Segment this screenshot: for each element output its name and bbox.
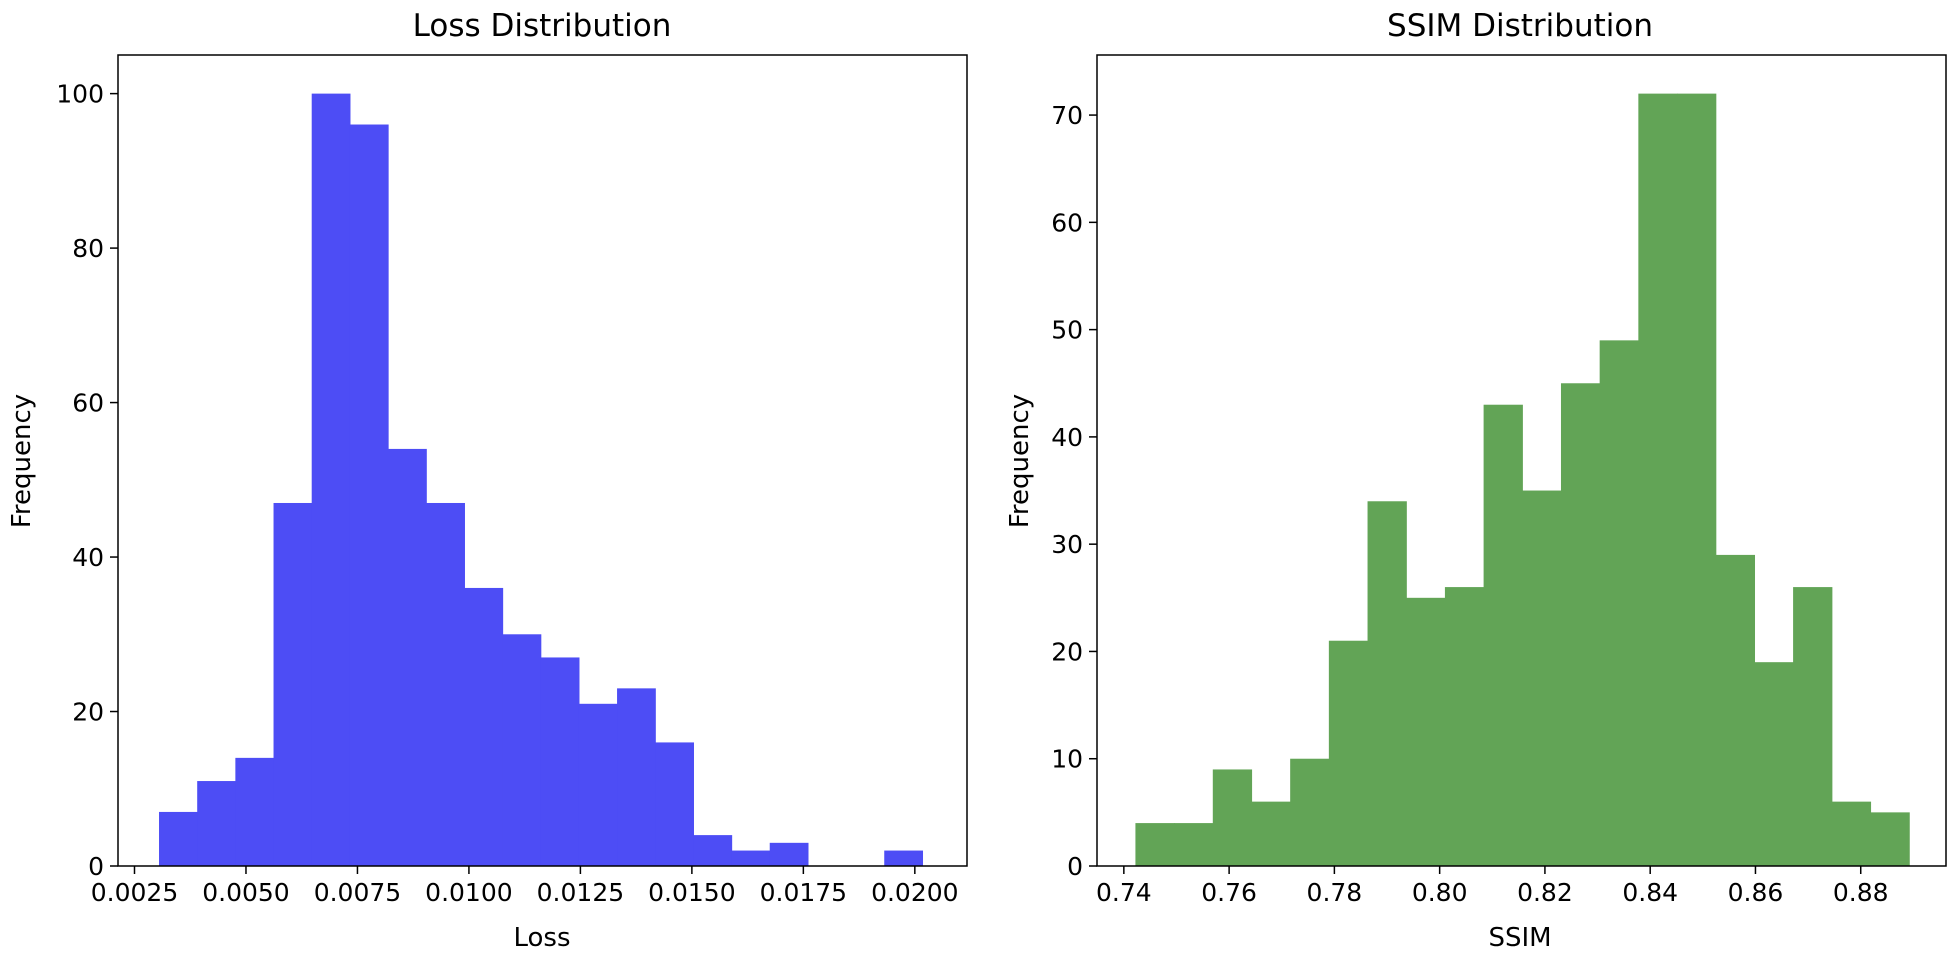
- y-axis-label: Frequency: [7, 394, 37, 528]
- y-tick-label: 0: [88, 852, 104, 881]
- histogram-bar: [1212, 769, 1253, 866]
- y-ticks: 0 10 20 30 40 50 60 70: [1051, 101, 1097, 881]
- histogram-bar: [464, 587, 504, 866]
- y-tick-label: 100: [56, 80, 104, 109]
- histogram-bar: [1715, 554, 1756, 866]
- histogram-bar: [769, 842, 809, 866]
- chart-title: Loss Distribution: [413, 8, 672, 44]
- histogram-bar: [1793, 587, 1833, 866]
- plot-frame: [117, 54, 968, 867]
- x-tick-label: 0.80: [1412, 878, 1468, 907]
- y-tick-label: 80: [72, 234, 104, 263]
- y-tick-label: 70: [1051, 101, 1083, 130]
- y-tick-label: 20: [72, 698, 104, 727]
- histogram-bar: [1522, 490, 1562, 866]
- y-tick-label: 50: [1051, 316, 1083, 345]
- histogram-bar: [655, 742, 694, 866]
- x-axis-label: Loss: [513, 923, 570, 953]
- histogram-bar: [426, 502, 465, 866]
- y-tick-label: 0: [1067, 852, 1083, 881]
- loss-histogram-panel: Loss Distribution 0.0025 0.0050 0.0075 0.01…: [7, 8, 968, 953]
- y-tick-label: 40: [1051, 423, 1083, 452]
- histogram-bar: [617, 688, 656, 866]
- histogram-bar: [1135, 823, 1175, 866]
- y-tick-label: 60: [1051, 208, 1083, 237]
- x-tick-label: 0.0125: [537, 878, 624, 907]
- x-tick-label: 0.76: [1201, 878, 1257, 907]
- x-ticks: 0.0025 0.0050 0.0075 0.0100 0.0125 0.0150 0.01…: [91, 866, 959, 907]
- histogram-bar: [388, 448, 427, 866]
- x-tick-label: 0.0150: [648, 878, 735, 907]
- y-ticks: 0 20 40 60 80 100: [56, 80, 118, 881]
- x-tick-label: 0.78: [1307, 878, 1363, 907]
- x-tick-label: 0.0025: [91, 878, 178, 907]
- histogram-bar: [1444, 587, 1485, 866]
- histogram-bar: [349, 124, 389, 866]
- x-axis-label: SSIM: [1488, 923, 1551, 953]
- x-tick-label: 0.0200: [871, 878, 958, 907]
- bars: [159, 93, 924, 867]
- histogram-bar: [1251, 801, 1291, 866]
- histogram-bar: [884, 850, 924, 866]
- x-tick-label: 0.0175: [760, 878, 847, 907]
- x-tick-label: 0.84: [1622, 878, 1678, 907]
- x-tick-label: 0.0050: [202, 878, 289, 907]
- y-tick-label: 10: [1051, 745, 1083, 774]
- histogram-bar: [1677, 93, 1717, 867]
- y-tick-label: 40: [72, 543, 104, 572]
- histogram-bar: [1367, 501, 1407, 866]
- histogram-bar: [502, 634, 542, 866]
- histogram-bar: [311, 93, 351, 867]
- histogram-bar: [1754, 662, 1794, 866]
- histogram-bar: [540, 657, 580, 866]
- histogram-bar: [1831, 801, 1872, 866]
- x-tick-label: 0.0075: [314, 878, 401, 907]
- histogram-bar: [578, 703, 618, 866]
- histogram-bar: [235, 757, 275, 866]
- chart-title: SSIM Distribution: [1387, 8, 1653, 44]
- histogram-bar: [1599, 340, 1639, 867]
- x-tick-label: 0.0100: [425, 878, 512, 907]
- histogram-bar: [1290, 758, 1330, 866]
- histogram-bar: [1328, 640, 1369, 866]
- histogram-bar: [273, 502, 313, 866]
- y-tick-label: 60: [72, 389, 104, 418]
- histogram-bar: [731, 850, 771, 866]
- plot-frame: [1096, 54, 1947, 867]
- y-axis-label: Frequency: [1005, 394, 1035, 528]
- y-tick-label: 30: [1051, 530, 1083, 559]
- x-tick-label: 0.74: [1096, 878, 1152, 907]
- histogram-bar: [693, 835, 733, 866]
- x-tick-label: 0.86: [1728, 878, 1784, 907]
- x-tick-label: 0.82: [1517, 878, 1573, 907]
- histogram-bar: [1638, 93, 1678, 867]
- histogram-bar: [1483, 404, 1523, 866]
- histogram-bar: [1174, 823, 1214, 866]
- histogram-bar: [1870, 812, 1910, 866]
- histogram-bar: [197, 781, 236, 866]
- histogram-bar: [1560, 383, 1601, 866]
- histogram-bar: [159, 811, 198, 866]
- x-tick-label: 0.88: [1833, 878, 1889, 907]
- ssim-histogram-panel: SSIM Distribution 0.74 0.76 0.78 0.80 0.82 0.…: [1005, 8, 1947, 953]
- bars: [1135, 93, 1910, 867]
- histogram-bar: [1406, 597, 1446, 866]
- x-ticks: 0.74 0.76 0.78 0.80 0.82 0.84 0.86 0.88: [1096, 866, 1889, 907]
- y-tick-label: 20: [1051, 637, 1083, 666]
